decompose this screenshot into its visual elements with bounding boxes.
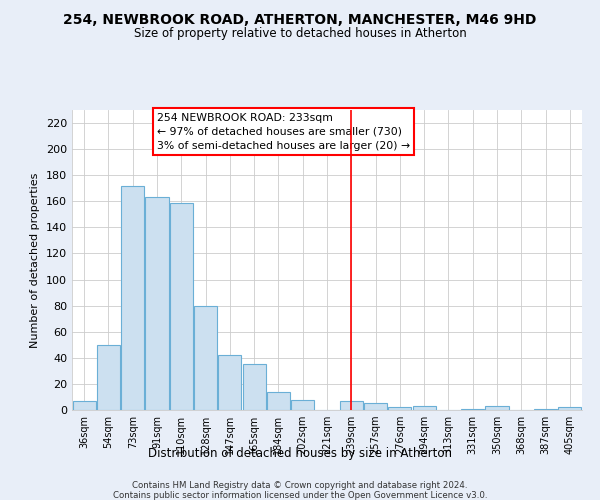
- Bar: [121, 186, 144, 410]
- Bar: [218, 355, 241, 410]
- Bar: [145, 198, 169, 410]
- Bar: [267, 392, 290, 410]
- Text: Distribution of detached houses by size in Atherton: Distribution of detached houses by size …: [148, 448, 452, 460]
- Bar: [559, 408, 581, 410]
- Bar: [97, 345, 120, 410]
- Text: 254, NEWBROOK ROAD, ATHERTON, MANCHESTER, M46 9HD: 254, NEWBROOK ROAD, ATHERTON, MANCHESTER…: [64, 12, 536, 26]
- Bar: [461, 408, 484, 410]
- Bar: [242, 364, 266, 410]
- Bar: [485, 406, 509, 410]
- Bar: [340, 401, 363, 410]
- Text: Contains public sector information licensed under the Open Government Licence v3: Contains public sector information licen…: [113, 491, 487, 500]
- Y-axis label: Number of detached properties: Number of detached properties: [31, 172, 40, 348]
- Bar: [170, 202, 193, 410]
- Bar: [413, 406, 436, 410]
- Text: 254 NEWBROOK ROAD: 233sqm
← 97% of detached houses are smaller (730)
3% of semi-: 254 NEWBROOK ROAD: 233sqm ← 97% of detac…: [157, 112, 410, 150]
- Bar: [388, 408, 412, 410]
- Bar: [291, 400, 314, 410]
- Bar: [364, 404, 387, 410]
- Bar: [534, 408, 557, 410]
- Bar: [194, 306, 217, 410]
- Text: Contains HM Land Registry data © Crown copyright and database right 2024.: Contains HM Land Registry data © Crown c…: [132, 481, 468, 490]
- Text: Size of property relative to detached houses in Atherton: Size of property relative to detached ho…: [134, 28, 466, 40]
- Bar: [73, 401, 95, 410]
